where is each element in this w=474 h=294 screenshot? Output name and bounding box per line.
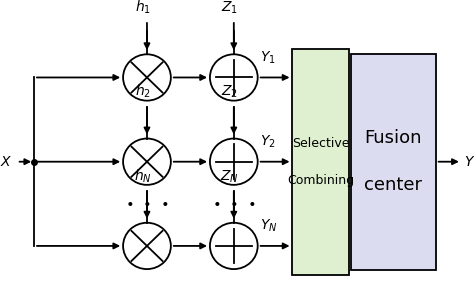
Text: $Z_{2}$: $Z_{2}$	[221, 84, 238, 100]
Text: center: center	[365, 176, 422, 194]
Text: $Y_{N}$: $Y_{N}$	[260, 218, 277, 234]
Text: $Y_{1}$: $Y_{1}$	[260, 49, 275, 66]
Bar	[351, 54, 436, 270]
Text: $Z_{1}$: $Z_{1}$	[221, 0, 238, 16]
Text: $h_{2}$: $h_{2}$	[135, 83, 151, 100]
Bar	[292, 49, 349, 275]
Text: $\bullet$  $\bullet$  $\bullet$: $\bullet$ $\bullet$ $\bullet$	[125, 197, 169, 211]
Text: Selective: Selective	[292, 137, 349, 150]
Text: $Z_{N}$: $Z_{N}$	[220, 168, 239, 185]
Text: $h_{1}$: $h_{1}$	[135, 0, 151, 16]
Text: $\bullet$  $\bullet$  $\bullet$: $\bullet$ $\bullet$ $\bullet$	[212, 197, 255, 211]
Text: Fusion: Fusion	[365, 129, 422, 147]
Text: Combining: Combining	[287, 174, 354, 187]
Text: $X$: $X$	[0, 155, 12, 169]
Text: $Y_{2}$: $Y_{2}$	[260, 134, 275, 150]
Text: $Y$: $Y$	[464, 155, 474, 169]
Text: $h_{N}$: $h_{N}$	[134, 167, 152, 185]
